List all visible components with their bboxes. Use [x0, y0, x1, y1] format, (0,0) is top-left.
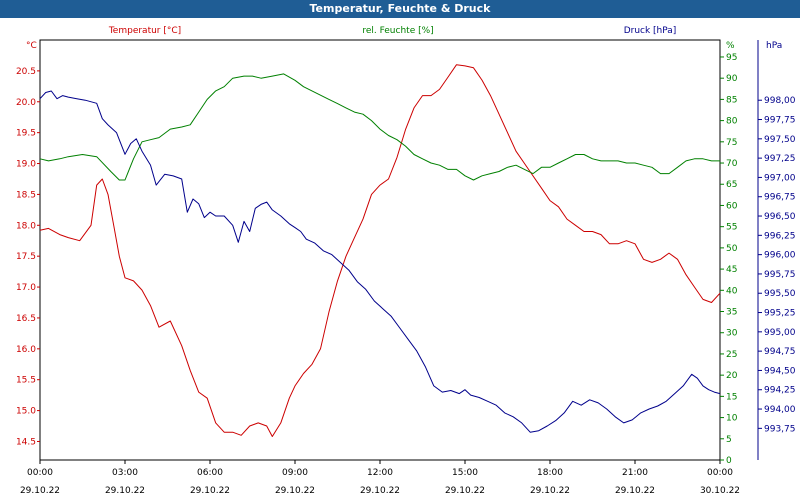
x-tick-date: 29.10.22 [360, 486, 400, 496]
x-tick-time: 12:00 [367, 468, 393, 478]
pressure-unit-label: hPa [766, 41, 782, 51]
pressure-tick-label: 996,50 [764, 212, 796, 222]
humidity-tick-label: 50 [726, 244, 738, 254]
series-line-pressure [39, 90, 721, 433]
x-tick-time: 09:00 [282, 468, 308, 478]
humidity-tick-label: 80 [726, 117, 738, 127]
humidity-tick-label: 10 [726, 414, 738, 424]
humidity-unit-label: % [726, 41, 735, 51]
series-line-humidity [39, 73, 720, 181]
humidity-tick-label: 55 [726, 223, 737, 233]
pressure-tick-label: 997,75 [764, 116, 796, 126]
series-line-temperature [39, 64, 721, 437]
pressure-tick-label: 995,00 [764, 328, 796, 338]
chart-title: Temperatur, Feuchte & Druck [0, 0, 800, 18]
x-tick-date: 29.10.22 [105, 486, 145, 496]
humidity-tick-label: 60 [726, 201, 738, 211]
pressure-tick-label: 996,25 [764, 231, 796, 241]
x-tick-date: 30.10.22 [700, 486, 740, 496]
x-tick-time: 21:00 [622, 468, 648, 478]
pressure-tick-label: 993,75 [764, 424, 796, 434]
humidity-tick-label: 75 [726, 138, 737, 148]
x-tick-date: 29.10.22 [190, 486, 230, 496]
pressure-tick-label: 994,50 [764, 366, 796, 376]
pressure-tick-label: 997,25 [764, 154, 796, 164]
temp-tick-label: 20.0 [16, 98, 36, 108]
x-tick-date: 29.10.22 [530, 486, 570, 496]
humidity-tick-label: 70 [726, 159, 738, 169]
temp-tick-label: 15.5 [16, 376, 36, 386]
temp-tick-label: 18.5 [16, 190, 36, 200]
pressure-tick-label: 994,75 [764, 347, 796, 357]
x-tick-time: 06:00 [197, 468, 223, 478]
humidity-tick-label: 5 [726, 435, 732, 445]
humidity-tick-label: 65 [726, 180, 737, 190]
temp-unit-label: °C [26, 41, 37, 51]
temp-tick-label: 16.5 [16, 314, 36, 324]
pressure-tick-label: 995,25 [764, 309, 796, 319]
pressure-tick-label: 995,75 [764, 270, 796, 280]
pressure-tick-label: 994,00 [764, 405, 796, 415]
x-tick-time: 03:00 [112, 468, 138, 478]
humidity-tick-label: 95 [726, 53, 737, 63]
humidity-tick-label: 0 [726, 456, 732, 466]
weather-line-chart: 00:00 29.10.22 03:00 29.10.22 06:00 29.10.22 0… [16, 26, 796, 496]
temp-tick-label: 14.5 [16, 437, 36, 447]
temp-tick-label: 15.0 [16, 407, 36, 417]
temp-tick-label: 18.0 [16, 221, 36, 231]
humidity-tick-label: 15 [726, 392, 737, 402]
humidity-tick-label: 45 [726, 265, 737, 275]
x-tick-time: 00:00 [707, 468, 733, 478]
humidity-tick-label: 35 [726, 308, 737, 318]
humidity-tick-label: 85 [726, 95, 737, 105]
pressure-tick-label: 998,00 [764, 96, 796, 106]
pressure-header: Druck [hPa] [624, 26, 677, 36]
x-tick-date: 29.10.22 [275, 486, 315, 496]
pressure-tick-label: 997,50 [764, 135, 796, 145]
temp-tick-label: 17.5 [16, 252, 36, 262]
humidity-tick-label: 20 [726, 371, 738, 381]
temp-tick-label: 17.0 [16, 283, 36, 293]
axes [37, 39, 762, 464]
x-tick-time: 00:00 [27, 468, 53, 478]
axis-labels: 00:00 29.10.22 03:00 29.10.22 06:00 29.10.22 0… [16, 26, 796, 496]
pressure-tick-label: 996,00 [764, 251, 796, 261]
x-tick-date: 29.10.22 [445, 486, 485, 496]
pressure-tick-label: 997,00 [764, 173, 796, 183]
humidity-tick-label: 25 [726, 350, 737, 360]
temperature-header: Temperatur [°C] [108, 26, 181, 36]
pressure-tick-label: 996,75 [764, 193, 796, 203]
temp-tick-label: 16.0 [16, 345, 36, 355]
humidity-tick-label: 90 [726, 74, 738, 84]
pressure-tick-label: 994,25 [764, 386, 796, 396]
x-tick-date: 29.10.22 [615, 486, 655, 496]
x-tick-time: 18:00 [537, 468, 563, 478]
plot-frame [39, 39, 721, 461]
temp-tick-label: 20.5 [16, 67, 36, 77]
x-tick-date: 29.10.22 [20, 486, 60, 496]
humidity-header: rel. Feuchte [%] [362, 26, 433, 36]
temp-tick-label: 19.5 [16, 129, 36, 139]
temp-tick-label: 19.0 [16, 160, 36, 170]
series-lines [39, 64, 721, 437]
humidity-tick-label: 30 [726, 329, 738, 339]
humidity-tick-label: 40 [726, 286, 738, 296]
x-tick-time: 15:00 [452, 468, 478, 478]
pressure-tick-label: 995,50 [764, 289, 796, 299]
